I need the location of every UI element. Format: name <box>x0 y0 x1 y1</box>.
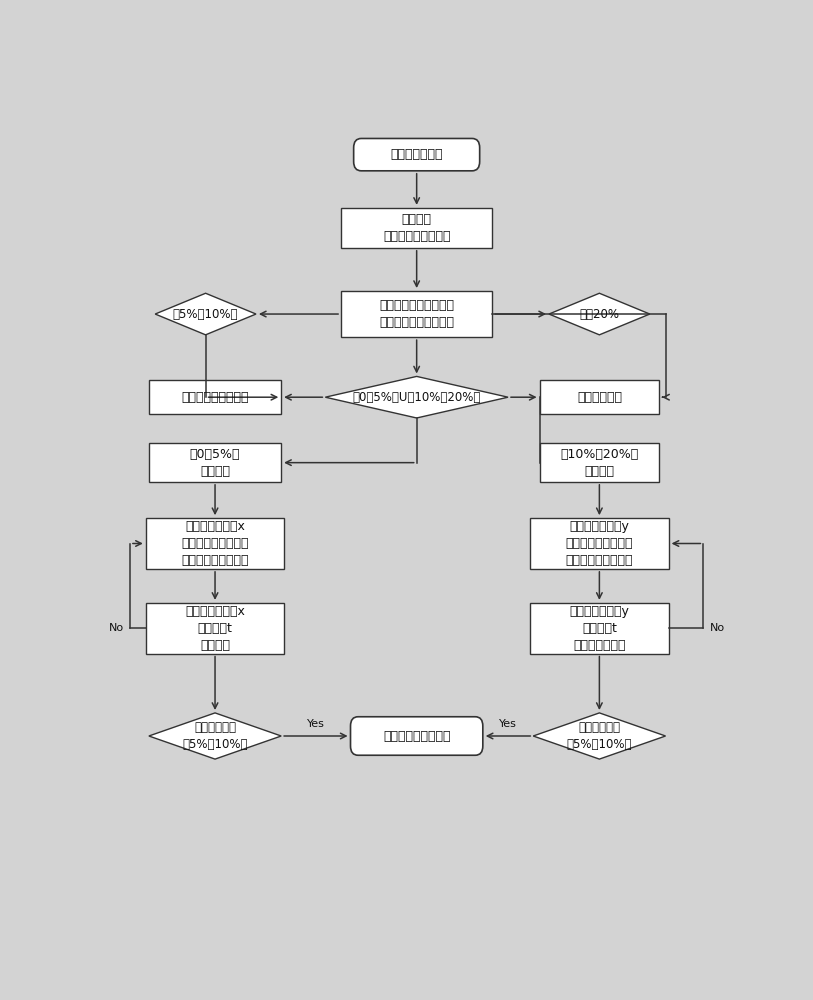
Text: 超过20%: 超过20% <box>580 308 620 321</box>
Bar <box>540 380 659 414</box>
Text: 水故障诊断开始: 水故障诊断开始 <box>390 148 443 161</box>
Text: （0，5%）U（10%，20%）: （0，5%）U（10%，20%） <box>353 391 480 404</box>
Bar <box>149 380 281 414</box>
Text: （5%，10%）: （5%，10%） <box>173 308 238 321</box>
Text: 求解温度下降値x
关闭冷却水加热开关
打开散热器风扇开关: 求解温度下降値x 关闭冷却水加热开关 打开散热器风扇开关 <box>181 520 249 567</box>
Polygon shape <box>533 713 666 759</box>
Bar <box>149 443 281 482</box>
Bar <box>146 518 285 569</box>
Text: No: No <box>710 623 724 633</box>
Bar <box>540 443 659 482</box>
Text: Yes: Yes <box>307 719 324 729</box>
Bar <box>530 603 668 654</box>
Polygon shape <box>549 293 650 335</box>
Polygon shape <box>149 713 281 759</box>
Text: 比较实际压力降和理论
压力降，求出超出幅度: 比较实际压力降和理论 压力降，求出超出幅度 <box>379 299 454 329</box>
Polygon shape <box>325 376 508 418</box>
Bar <box>341 291 493 337</box>
Bar <box>146 603 285 654</box>
Text: （0，5%）
缺水预警: （0，5%） 缺水预警 <box>189 448 241 478</box>
Bar <box>530 518 668 569</box>
Text: 超出幅度位于
（5%，10%）: 超出幅度位于 （5%，10%） <box>182 721 248 751</box>
Text: No: No <box>109 623 124 633</box>
Bar <box>341 208 493 248</box>
Polygon shape <box>155 293 256 335</box>
Text: 完成控制，继续诊断: 完成控制，继续诊断 <box>383 730 450 742</box>
Text: 采集信号
计算理论阳极压力降: 采集信号 计算理论阳极压力降 <box>383 213 450 243</box>
Text: 电池堆温度下降x
持续时间t
继续诊断: 电池堆温度下降x 持续时间t 继续诊断 <box>185 605 245 652</box>
Text: 电池堆温度上升y
持续时间t
持续水故障诊断: 电池堆温度上升y 持续时间t 持续水故障诊断 <box>569 605 629 652</box>
FancyBboxPatch shape <box>354 138 480 171</box>
Text: 超出幅度位于
（5%，10%）: 超出幅度位于 （5%，10%） <box>567 721 633 751</box>
Text: 微湿未淤，状态良好: 微湿未淤，状态良好 <box>181 391 249 404</box>
Text: 求解温度上升値y
打开冷却水加热开关
关闭散热器风扇开关: 求解温度上升値y 打开冷却水加热开关 关闭散热器风扇开关 <box>566 520 633 567</box>
Text: （10%，20%）
水淤预警: （10%，20%） 水淤预警 <box>560 448 638 478</box>
FancyBboxPatch shape <box>350 717 483 755</box>
Text: Yes: Yes <box>499 719 517 729</box>
Text: 严重水淤报警: 严重水淤报警 <box>577 391 622 404</box>
